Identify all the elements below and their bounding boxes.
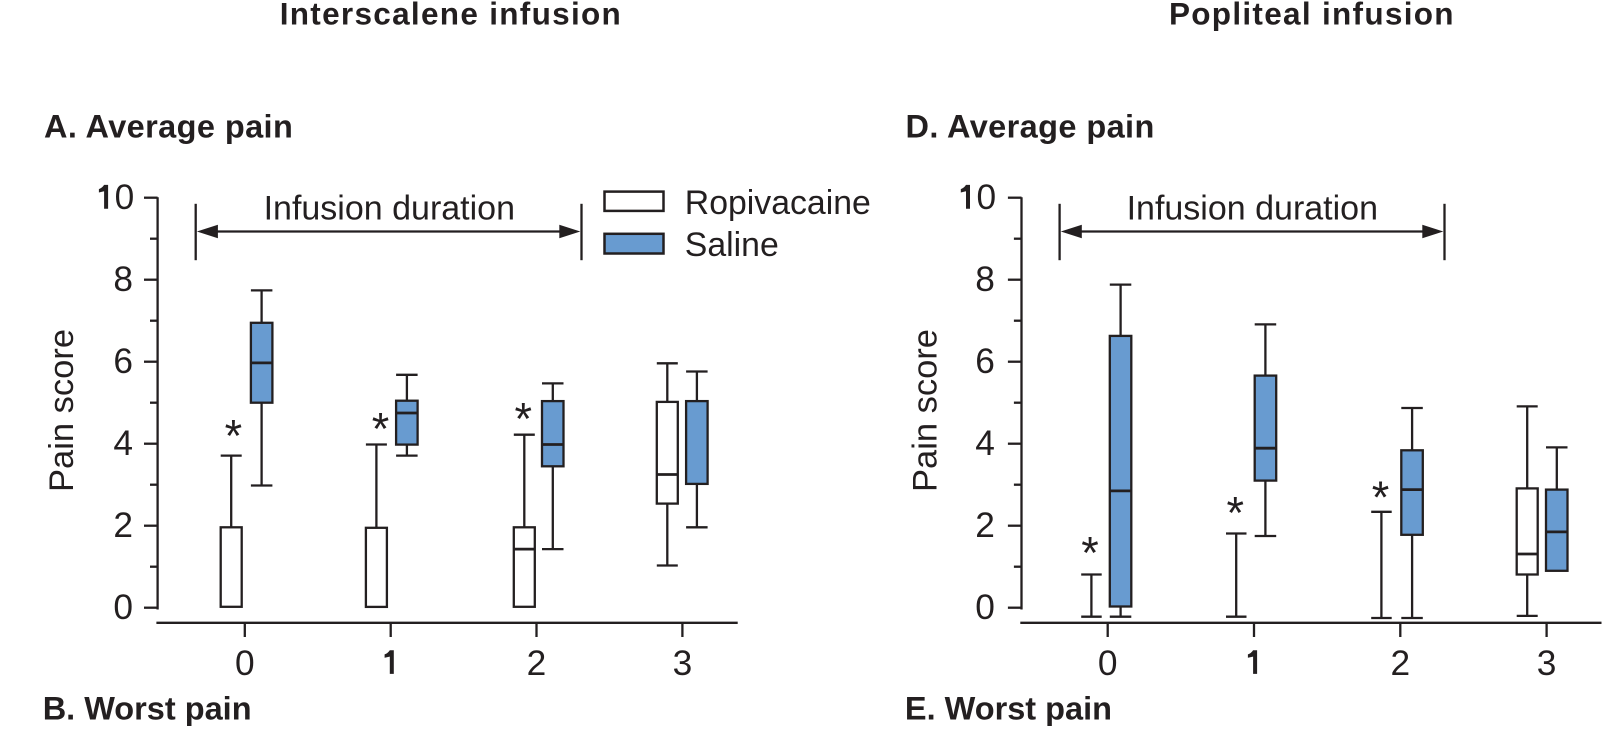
svg-text:8: 8 [975, 260, 995, 299]
svg-text:A. Average pain: A. Average pain [44, 109, 293, 145]
svg-text:Saline: Saline [685, 226, 779, 264]
svg-text:B. Worst pain: B. Worst pain [43, 691, 252, 727]
svg-text:0: 0 [115, 178, 135, 217]
svg-text:Popliteal infusion: Popliteal infusion [1169, 0, 1455, 32]
svg-text:Interscalene infusion: Interscalene infusion [280, 0, 622, 32]
svg-text:6: 6 [975, 342, 995, 381]
svg-text:*: * [1372, 472, 1390, 523]
svg-text:*: * [1226, 487, 1244, 538]
svg-text:Infusion duration: Infusion duration [264, 189, 515, 227]
svg-text:4: 4 [113, 424, 133, 463]
svg-text:0: 0 [977, 178, 997, 217]
svg-text:0: 0 [235, 644, 255, 683]
svg-text:2: 2 [1390, 644, 1410, 683]
svg-text:0: 0 [975, 588, 995, 627]
svg-text:0: 0 [1098, 644, 1118, 683]
svg-text:*: * [1081, 528, 1099, 579]
svg-text:2: 2 [975, 506, 995, 545]
svg-text:*: * [225, 410, 243, 461]
svg-text:*: * [514, 394, 532, 445]
svg-text:8: 8 [113, 260, 133, 299]
svg-text:D. Average pain: D. Average pain [906, 109, 1155, 145]
svg-text:Ropivacaine: Ropivacaine [685, 184, 871, 222]
svg-text:0: 0 [113, 588, 133, 627]
svg-text:3: 3 [1537, 644, 1557, 683]
svg-text:4: 4 [975, 424, 995, 463]
svg-text:E. Worst pain: E. Worst pain [905, 691, 1112, 727]
svg-text:Infusion duration: Infusion duration [1127, 189, 1378, 227]
svg-text:2: 2 [113, 506, 133, 545]
svg-text:3: 3 [673, 644, 693, 683]
svg-text:Pain score: Pain score [43, 329, 81, 492]
svg-text:2: 2 [527, 644, 547, 683]
svg-text:6: 6 [113, 342, 133, 381]
svg-text:*: * [372, 403, 390, 454]
svg-text:Pain score: Pain score [907, 329, 945, 492]
